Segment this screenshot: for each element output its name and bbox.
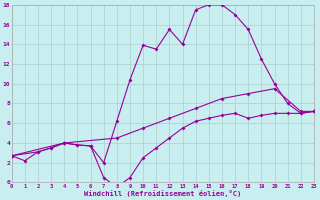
X-axis label: Windchill (Refroidissement éolien,°C): Windchill (Refroidissement éolien,°C) xyxy=(84,190,242,197)
